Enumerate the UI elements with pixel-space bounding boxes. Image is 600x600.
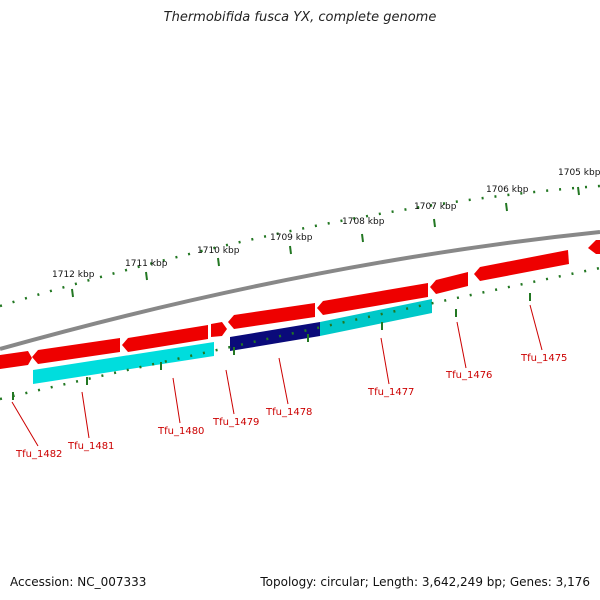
reverse-strand <box>33 299 432 384</box>
gene-label[interactable]: Tfu_1482 <box>15 449 62 460</box>
label-leaders <box>11 304 543 447</box>
gene-label[interactable]: Tfu_1478 <box>265 407 312 418</box>
map-title: Thermobifida fusca YX, complete genome <box>163 10 437 25</box>
leader-tfu-1480 <box>172 377 181 424</box>
tick-mark <box>71 288 74 298</box>
gene-next[interactable] <box>588 240 600 254</box>
gene-tfu-1479[interactable] <box>211 322 227 337</box>
gene-label[interactable]: Tfu_1475 <box>520 353 567 364</box>
tick-label: 1709 kbp <box>270 233 313 243</box>
gene-tfu-1478-fwd[interactable] <box>228 303 315 329</box>
tick-label: 1712 kbp <box>52 270 95 280</box>
tick-mark <box>145 271 148 281</box>
genome-backbone <box>0 230 600 351</box>
gene-label[interactable]: Tfu_1480 <box>157 426 204 437</box>
tick-label: 1708 kbp <box>342 217 385 227</box>
gene-tfu-1476[interactable] <box>430 272 468 294</box>
gene-labels: Tfu_1482 Tfu_1481 Tfu_1480 Tfu_1479 Tfu_… <box>15 353 567 460</box>
gene-tfu-1475[interactable] <box>474 250 569 281</box>
gene-tfu-1482[interactable] <box>0 351 32 369</box>
gene-label[interactable]: Tfu_1477 <box>367 387 414 398</box>
gene-tfu-1477-fwd[interactable] <box>317 283 428 315</box>
gene-label[interactable]: Tfu_1479 <box>212 417 259 428</box>
outer-ruler <box>0 184 600 308</box>
leader-tfu-1479 <box>225 369 235 415</box>
leader-tfu-1475 <box>529 304 543 351</box>
accession-label: Accession: NC_007333 <box>10 575 147 589</box>
tick-label: 1706 kbp <box>486 185 529 195</box>
tick-label: 1707 kbp <box>414 202 457 212</box>
gene-tfu-1477[interactable] <box>320 299 432 336</box>
gene-label[interactable]: Tfu_1481 <box>67 441 114 452</box>
gene-tfu-1481-fwd[interactable] <box>32 338 120 364</box>
inner-ticks <box>12 293 531 400</box>
ruler-ticks: 1712 kbp 1711 kbp 1710 kbp 1709 kbp 1708… <box>52 168 600 298</box>
tick-label: 1711 kbp <box>125 259 168 269</box>
gene-tfu-1481[interactable] <box>33 342 214 384</box>
tick-mark <box>217 257 220 267</box>
tick-label: 1710 kbp <box>197 246 240 256</box>
gene-label[interactable]: Tfu_1476 <box>445 370 492 381</box>
leader-tfu-1482 <box>11 401 39 447</box>
leader-tfu-1481 <box>81 391 90 439</box>
leader-tfu-1477 <box>380 337 390 385</box>
tick-mark <box>361 233 364 243</box>
gene-tfu-1480-fwd[interactable] <box>122 325 208 352</box>
leader-tfu-1476 <box>456 321 467 369</box>
tick-label: 1705 kbp <box>558 168 600 178</box>
tick-mark <box>505 202 508 212</box>
forward-strand <box>0 240 600 369</box>
tick-mark <box>433 218 436 228</box>
tick-mark <box>577 186 580 196</box>
tick-mark <box>289 245 292 255</box>
topology-label: Topology: circular; Length: 3,642,249 bp… <box>260 575 590 589</box>
leader-tfu-1478 <box>278 357 289 405</box>
gene-tfu-1478[interactable] <box>230 322 320 351</box>
